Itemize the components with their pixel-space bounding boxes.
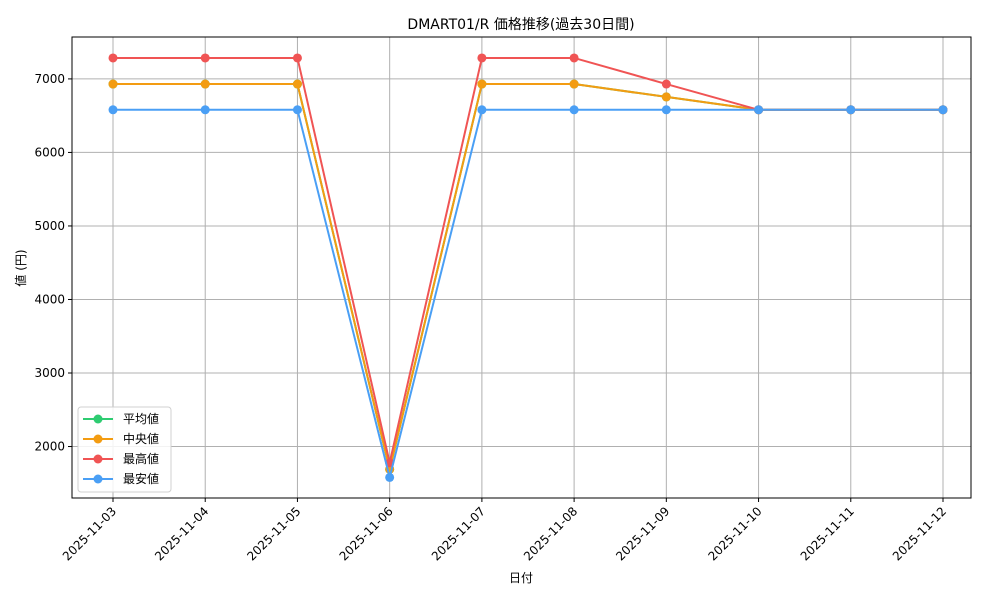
y-tick-label: 6000 xyxy=(34,145,65,159)
x-tick-label: 2025-11-07 xyxy=(429,504,488,563)
y-tick-label: 7000 xyxy=(34,72,65,86)
svg-text:最安値: 最安値 xyxy=(123,471,159,486)
data-point xyxy=(200,53,210,63)
x-tick-label: 2025-11-12 xyxy=(890,504,949,563)
x-tick-label: 2025-11-06 xyxy=(337,504,396,563)
data-point xyxy=(477,105,487,115)
legend-item: 最高値 xyxy=(83,451,159,466)
y-axis: 2000 3000 4000 5000 6000 7000 xyxy=(34,72,72,454)
series-line xyxy=(108,79,948,474)
y-axis-label: 値 (円) xyxy=(13,249,28,286)
data-point xyxy=(477,79,487,89)
y-tick-label: 2000 xyxy=(34,440,65,454)
legend-item: 中央値 xyxy=(83,431,159,446)
legend-item: 最安値 xyxy=(83,471,159,486)
data-point xyxy=(846,105,856,115)
data-point xyxy=(938,105,948,115)
x-tick-label: 2025-11-10 xyxy=(705,504,764,563)
data-point xyxy=(661,105,671,115)
x-axis: 2025-11-03 2025-11-04 2025-11-05 2025-11-06… xyxy=(60,498,949,563)
data-point xyxy=(754,105,764,115)
svg-text:中央値: 中央値 xyxy=(123,431,159,446)
series-line xyxy=(108,53,948,468)
data-point xyxy=(661,92,671,102)
y-tick-label: 3000 xyxy=(34,366,65,380)
y-tick-label: 5000 xyxy=(34,219,65,233)
data-point xyxy=(108,53,118,63)
series-layer xyxy=(108,53,948,482)
data-point xyxy=(108,105,118,115)
plot-frame xyxy=(71,36,972,499)
data-point xyxy=(200,79,210,89)
x-tick-label: 2025-11-09 xyxy=(613,504,672,563)
x-tick-label: 2025-11-11 xyxy=(798,504,857,563)
data-point xyxy=(200,105,210,115)
legend-item: 平均値 xyxy=(83,411,159,426)
data-point xyxy=(569,53,579,63)
data-point xyxy=(661,79,671,89)
x-axis-label: 日付 xyxy=(509,571,533,585)
data-point xyxy=(385,472,395,482)
data-point xyxy=(108,79,118,89)
x-tick-label: 2025-11-08 xyxy=(521,504,580,563)
y-tick-label: 4000 xyxy=(34,292,65,306)
data-point xyxy=(292,105,302,115)
series-line xyxy=(108,79,948,474)
data-point xyxy=(569,79,579,89)
data-point xyxy=(292,79,302,89)
x-tick-label: 2025-11-03 xyxy=(60,504,119,563)
data-point xyxy=(477,53,487,63)
svg-text:最高値: 最高値 xyxy=(123,451,159,466)
data-point xyxy=(292,53,302,63)
svg-text:平均値: 平均値 xyxy=(123,411,159,426)
series-line xyxy=(108,105,948,482)
data-point xyxy=(569,105,579,115)
x-tick-label: 2025-11-04 xyxy=(152,504,211,563)
x-tick-label: 2025-11-05 xyxy=(244,504,303,563)
chart-title: DMART01/R 価格推移(過去30日間) xyxy=(407,17,634,33)
